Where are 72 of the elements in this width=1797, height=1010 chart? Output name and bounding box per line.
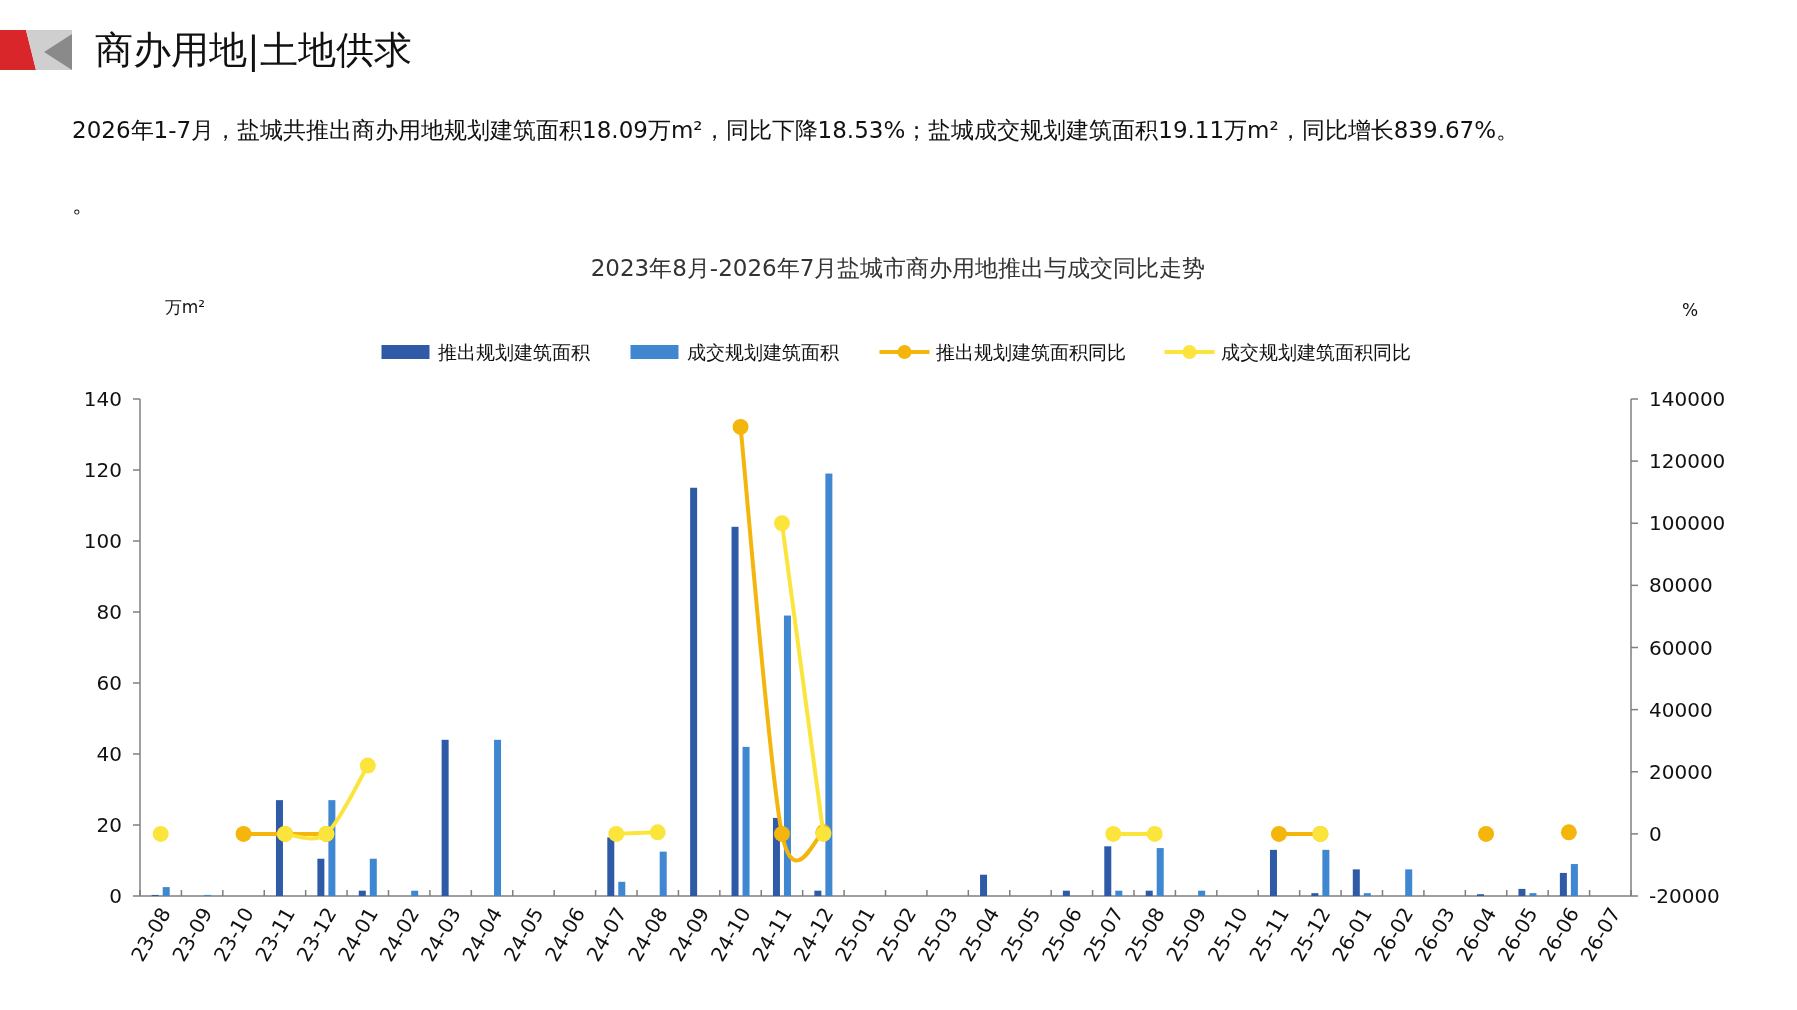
bar (1269, 849, 1277, 896)
legend-label: 推出规划建筑面积 (437, 341, 590, 363)
bar (980, 874, 988, 896)
bar (317, 858, 325, 896)
bar (358, 890, 366, 896)
point (235, 825, 252, 842)
legend-label: 成交规划建筑面积 (686, 341, 839, 363)
y2-tick-label: 100000 (1649, 511, 1726, 536)
point (152, 825, 169, 842)
bar (1570, 864, 1578, 896)
bar (1352, 869, 1360, 896)
point (608, 825, 625, 842)
y-tick-label: 0 (109, 884, 122, 908)
bar (1311, 893, 1319, 896)
y2-tick-label: 60000 (1649, 635, 1713, 660)
bar (690, 487, 698, 896)
y-tick-label: 40 (96, 742, 122, 766)
point (773, 515, 790, 532)
point (1146, 825, 1163, 842)
bar (1363, 893, 1371, 896)
y2-tick-label: 20000 (1649, 759, 1713, 784)
y2-tick-label: -20000 (1649, 884, 1720, 908)
y2-tick-label: 40000 (1649, 697, 1713, 722)
bar (607, 837, 615, 896)
bar (814, 890, 822, 896)
bar (618, 881, 626, 896)
y-axis-title: 万m² (164, 297, 206, 317)
bar (1198, 890, 1206, 896)
text: 商办用地|土地供求 (95, 28, 412, 72)
bar (742, 746, 750, 896)
point (1560, 824, 1577, 841)
bar (494, 739, 502, 896)
text: 2026年1-7月，盐城共推出商办用地规划建筑面积18.09万m²，同比下降18.53%；盐城成交规划建筑面积19.11万m²，同比增长839.67%。 (72, 117, 1520, 143)
bar (162, 887, 170, 896)
point (732, 418, 749, 435)
bar (1559, 872, 1567, 896)
bar (1529, 893, 1537, 896)
bar (1156, 848, 1164, 896)
y2-tick-label: 140000 (1649, 387, 1726, 411)
legend-label: 成交规划建筑面积同比 (1220, 341, 1411, 363)
y-tick-label: 120 (83, 458, 122, 482)
point (1478, 825, 1495, 842)
y2-tick-label: 80000 (1649, 573, 1713, 598)
bar (1518, 888, 1526, 896)
bar (369, 858, 377, 896)
bar (1104, 846, 1112, 896)
bar (1405, 869, 1413, 896)
bar (659, 851, 667, 896)
text: 。 (72, 191, 95, 217)
bar (731, 526, 739, 896)
bar (825, 473, 833, 896)
y-tick-label: 140 (83, 387, 122, 411)
bar (783, 615, 791, 896)
point (1270, 825, 1287, 842)
bar (1062, 890, 1070, 896)
y-tick-label: 100 (83, 529, 122, 553)
bar (441, 739, 449, 896)
bar (1322, 849, 1330, 896)
y2-tick-label: 0 (1649, 821, 1662, 846)
bar (411, 890, 419, 896)
y2-tick-label: 120000 (1649, 449, 1726, 474)
point (649, 824, 666, 841)
point (773, 825, 790, 842)
y-tick-label: 80 (96, 600, 122, 624)
y2-axis-title: % (1681, 300, 1699, 320)
bar (1115, 890, 1123, 896)
chart-title: 2023年8月-2026年7月盐城市商办用地推出与成交同比走势 (590, 255, 1206, 281)
y-tick-label: 60 (96, 671, 122, 695)
bar (1145, 890, 1153, 896)
point (1105, 825, 1122, 842)
y-tick-label: 20 (96, 813, 122, 837)
legend-label: 推出规划建筑面积同比 (935, 341, 1126, 363)
